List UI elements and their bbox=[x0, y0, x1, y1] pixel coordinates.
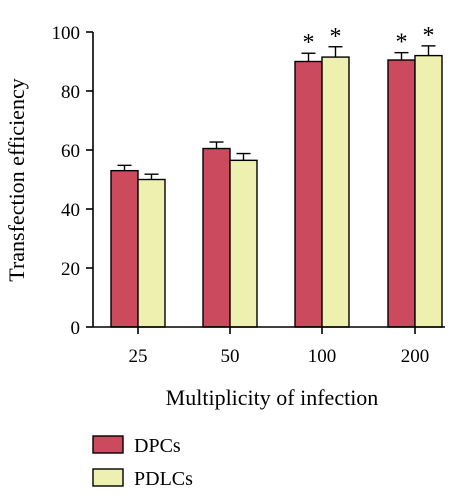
y-tick-label: 100 bbox=[52, 23, 81, 44]
y-tick-label: 40 bbox=[61, 200, 80, 221]
y-tick-label: 60 bbox=[61, 141, 80, 162]
bar-dpcs bbox=[202, 147, 231, 328]
legend: DPCs PDLCs bbox=[92, 435, 193, 490]
bar-dpcs bbox=[387, 59, 416, 328]
bar-pdlcs bbox=[414, 54, 443, 328]
significance-marker: * bbox=[396, 30, 408, 56]
bar-dpcs bbox=[110, 169, 139, 328]
y-tick-label: 80 bbox=[61, 82, 80, 103]
x-tick-label: 100 bbox=[308, 346, 337, 367]
significance-marker: * bbox=[303, 30, 315, 56]
legend-item-dpcs: DPCs bbox=[92, 435, 181, 457]
x-ticks: 25 50 100 200 bbox=[129, 327, 430, 367]
y-ticks: 0 20 40 60 80 100 bbox=[52, 23, 93, 339]
bar-pdlcs bbox=[137, 178, 166, 328]
significance-marker: * bbox=[423, 23, 435, 49]
bar-pdlcs bbox=[321, 56, 350, 328]
bars-layer: * * * * bbox=[110, 23, 443, 328]
x-tick-label: 25 bbox=[129, 346, 148, 367]
y-tick-label: 20 bbox=[61, 259, 80, 280]
legend-swatch-pdlcs bbox=[92, 468, 124, 487]
legend-label-dpcs: DPCs bbox=[134, 435, 181, 457]
x-axis-title: Multiplicity of infection bbox=[166, 385, 379, 410]
y-tick-label: 0 bbox=[71, 318, 81, 339]
legend-swatch-dpcs bbox=[92, 435, 124, 454]
x-tick-label: 200 bbox=[401, 346, 430, 367]
axes-layer bbox=[92, 32, 445, 328]
significance-marker: * bbox=[330, 24, 342, 50]
legend-label-pdlcs: PDLCs bbox=[134, 468, 193, 490]
y-axis-title: Transfection efficiency bbox=[4, 78, 29, 281]
x-tick-label: 50 bbox=[221, 346, 240, 367]
legend-item-pdlcs: PDLCs bbox=[92, 468, 193, 490]
bar-dpcs bbox=[294, 60, 323, 328]
bar-pdlcs bbox=[229, 159, 258, 328]
